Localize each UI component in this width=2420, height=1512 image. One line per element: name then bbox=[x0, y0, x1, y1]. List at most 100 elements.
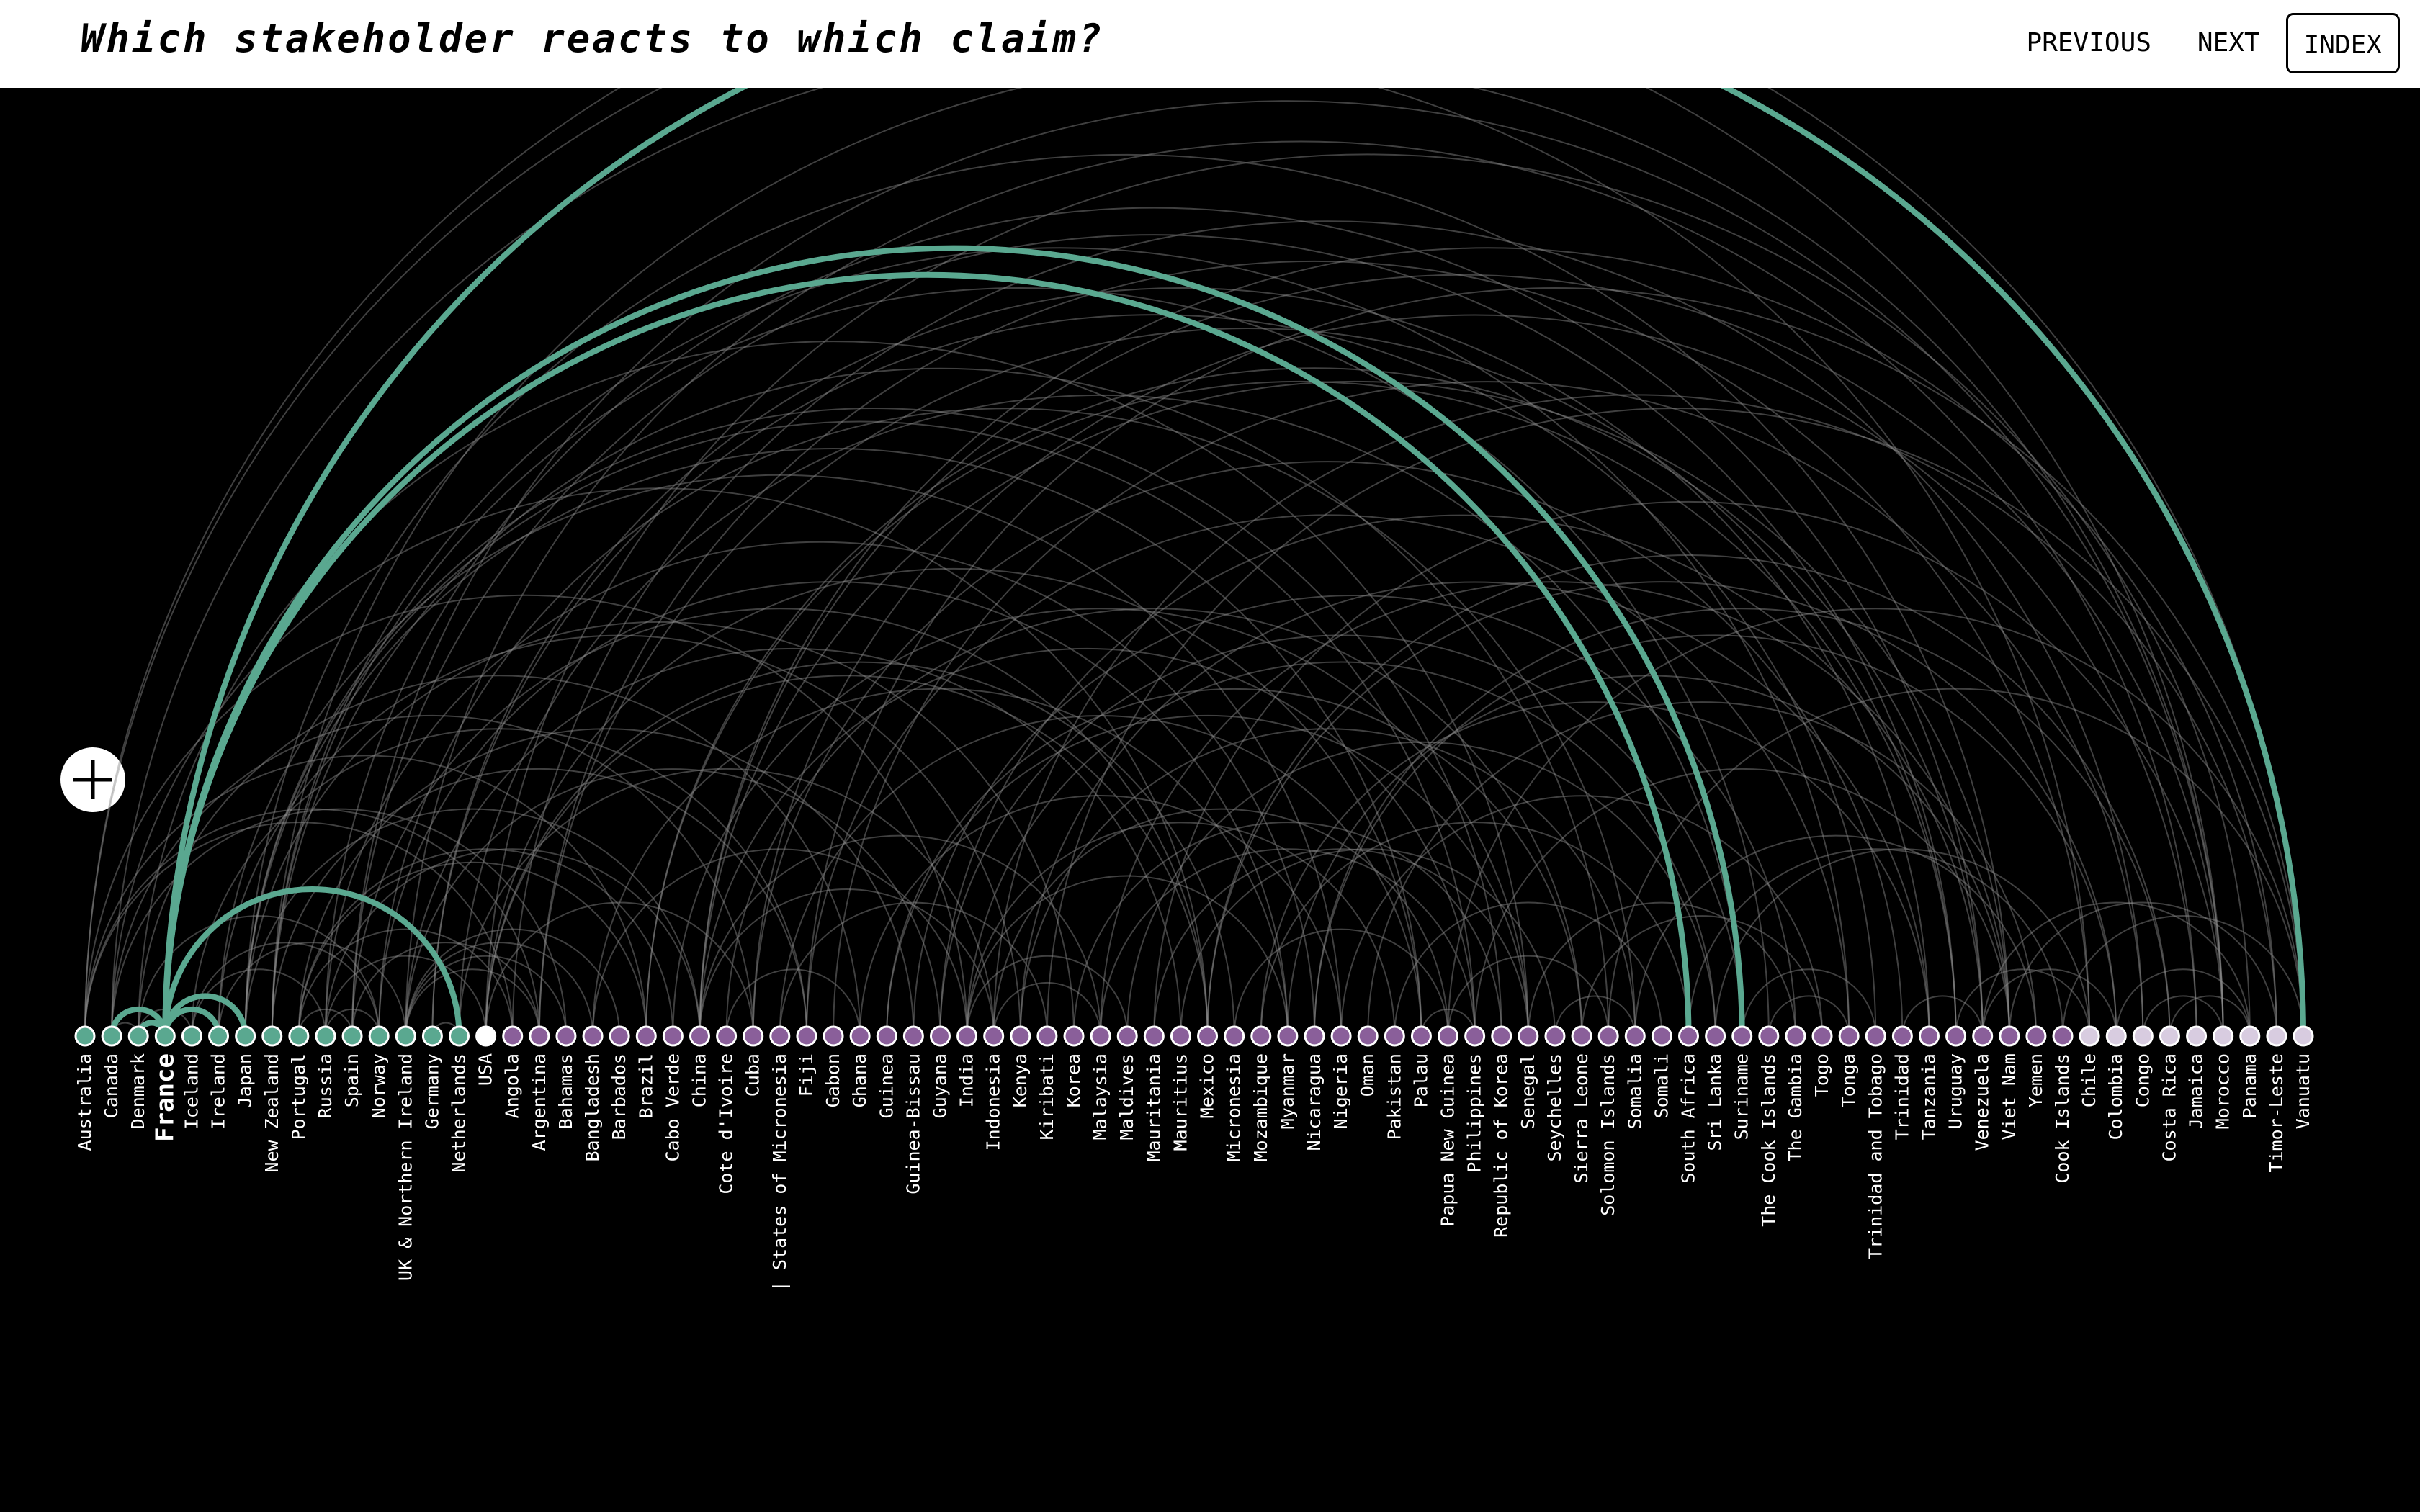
node-cuba[interactable] bbox=[743, 1025, 764, 1047]
node-label-mauritania[interactable]: Mauritania bbox=[1143, 1053, 1164, 1162]
node-bangladesh[interactable] bbox=[582, 1025, 604, 1047]
node-states-of-micronesia[interactable] bbox=[769, 1025, 791, 1047]
node-label-gabon[interactable]: Gabon bbox=[823, 1053, 843, 1107]
node-label-colombia[interactable]: Colombia bbox=[2105, 1053, 2126, 1140]
node-label-mozambique[interactable]: Mozambique bbox=[1250, 1053, 1271, 1162]
node-label-canada[interactable]: Canada bbox=[101, 1053, 122, 1118]
node-label-congo[interactable]: Congo bbox=[2132, 1053, 2153, 1107]
node-fiji[interactable] bbox=[796, 1025, 817, 1047]
node-label-spain[interactable]: Spain bbox=[341, 1053, 362, 1107]
node-label-republic-of-korea[interactable]: Republic of Korea bbox=[1491, 1053, 1512, 1238]
node-guyana[interactable] bbox=[929, 1025, 951, 1047]
node-the-gambia[interactable] bbox=[1785, 1025, 1806, 1047]
node-label-kiribati[interactable]: Kiribati bbox=[1036, 1053, 1057, 1140]
node-label-barbados[interactable]: Barbados bbox=[609, 1053, 629, 1140]
node-label-nigeria[interactable]: Nigeria bbox=[1330, 1053, 1351, 1129]
node-brazil[interactable] bbox=[635, 1025, 657, 1047]
node-label-south-africa[interactable]: South Africa bbox=[1678, 1053, 1699, 1184]
node-label-guinea-bissau[interactable]: Guinea-Bissau bbox=[902, 1053, 923, 1194]
node-label-india[interactable]: India bbox=[956, 1053, 977, 1107]
node-mauritius[interactable] bbox=[1170, 1025, 1191, 1047]
node-label-mexico[interactable]: Mexico bbox=[1197, 1053, 1218, 1118]
node-trinidad-and-tobago[interactable] bbox=[1865, 1025, 1886, 1047]
node-seychelles[interactable] bbox=[1544, 1025, 1566, 1047]
node-label-norway[interactable]: Norway bbox=[368, 1053, 389, 1118]
node-label-portugal[interactable]: Portugal bbox=[288, 1053, 309, 1140]
node-label-costa-rica[interactable]: Costa Rica bbox=[2159, 1053, 2179, 1162]
node-nicaragua[interactable] bbox=[1304, 1025, 1325, 1047]
node-usa[interactable] bbox=[475, 1025, 497, 1047]
node-label-oman[interactable]: Oman bbox=[1357, 1053, 1378, 1097]
node-myanmar[interactable] bbox=[1277, 1025, 1299, 1047]
node-venezuela[interactable] bbox=[1972, 1025, 1994, 1047]
node-congo[interactable] bbox=[2132, 1025, 2154, 1047]
node-ghana[interactable] bbox=[849, 1025, 871, 1047]
node-malaysia[interactable] bbox=[1090, 1025, 1111, 1047]
node-label-ireland[interactable]: Ireland bbox=[208, 1053, 229, 1129]
node-barbados[interactable] bbox=[609, 1025, 630, 1047]
node-label-germany[interactable]: Germany bbox=[421, 1053, 442, 1129]
node-label-vanuatu[interactable]: Vanuatu bbox=[2293, 1053, 2313, 1129]
node-palau[interactable] bbox=[1410, 1025, 1432, 1047]
node-label-seychelles[interactable]: Seychelles bbox=[1544, 1053, 1565, 1162]
node-uk-northern-ireland[interactable] bbox=[395, 1025, 416, 1047]
node-label-netherlands[interactable]: Netherlands bbox=[449, 1053, 470, 1173]
node-label-panama[interactable]: Panama bbox=[2239, 1053, 2260, 1118]
node-ireland[interactable] bbox=[208, 1025, 230, 1047]
node-france[interactable] bbox=[154, 1025, 176, 1047]
node-label-yemen[interactable]: Yemen bbox=[2025, 1053, 2046, 1107]
node-mexico[interactable] bbox=[1197, 1025, 1219, 1047]
node-label-nicaragua[interactable]: Nicaragua bbox=[1304, 1053, 1325, 1151]
previous-button[interactable]: PREVIOUS bbox=[2004, 13, 2174, 73]
node-label-japan[interactable]: Japan bbox=[235, 1053, 256, 1107]
node-china[interactable] bbox=[689, 1025, 710, 1047]
node-label-uruguay[interactable]: Uruguay bbox=[1945, 1053, 1966, 1129]
node-label-denmark[interactable]: Denmark bbox=[127, 1053, 148, 1129]
node-argentina[interactable] bbox=[529, 1025, 550, 1047]
node-micronesia[interactable] bbox=[1224, 1025, 1245, 1047]
node-germany[interactable] bbox=[421, 1025, 443, 1047]
node-label-angola[interactable]: Angola bbox=[502, 1053, 523, 1118]
node-indonesia[interactable] bbox=[983, 1025, 1005, 1047]
node-guinea[interactable] bbox=[876, 1025, 897, 1047]
node-uruguay[interactable] bbox=[1945, 1025, 1967, 1047]
node-label-the-gambia[interactable]: The Gambia bbox=[1785, 1053, 1806, 1162]
node-label-tanzania[interactable]: Tanzania bbox=[1918, 1053, 1939, 1140]
node-papua-new-guinea[interactable] bbox=[1438, 1025, 1459, 1047]
node-label-solomon-islands[interactable]: Solomon Islands bbox=[1597, 1053, 1618, 1216]
node-philippines[interactable] bbox=[1464, 1025, 1486, 1047]
node-label-the-cook-islands[interactable]: The Cook Islands bbox=[1758, 1053, 1779, 1227]
node-label-cook-islands[interactable]: Cook Islands bbox=[2052, 1053, 2073, 1184]
node-label-palau[interactable]: Palau bbox=[1410, 1053, 1431, 1107]
node-south-africa[interactable] bbox=[1678, 1025, 1700, 1047]
node-label-ghana[interactable]: Ghana bbox=[849, 1053, 870, 1107]
node-portugal[interactable] bbox=[288, 1025, 310, 1047]
node-costa-rica[interactable] bbox=[2159, 1025, 2180, 1047]
node-colombia[interactable] bbox=[2105, 1025, 2127, 1047]
node-label-philippines[interactable]: Philippines bbox=[1464, 1053, 1485, 1173]
node-label-bahamas[interactable]: Bahamas bbox=[555, 1053, 576, 1129]
node-label-myanmar[interactable]: Myanmar bbox=[1277, 1053, 1298, 1129]
node-new-zealand[interactable] bbox=[261, 1025, 283, 1047]
node-label-tonga[interactable]: Tonga bbox=[1838, 1053, 1859, 1107]
node-gabon[interactable] bbox=[823, 1025, 844, 1047]
node-somalia[interactable] bbox=[1624, 1025, 1646, 1047]
node-label-kenya[interactable]: Kenya bbox=[1010, 1053, 1031, 1107]
node-label-somali[interactable]: Somali bbox=[1651, 1053, 1672, 1118]
node-kiribati[interactable] bbox=[1036, 1025, 1058, 1047]
node-denmark[interactable] bbox=[127, 1025, 149, 1047]
node-somali[interactable] bbox=[1651, 1025, 1672, 1047]
node-label-malaysia[interactable]: Malaysia bbox=[1090, 1053, 1111, 1140]
node-mauritania[interactable] bbox=[1143, 1025, 1165, 1047]
node-label-trinidad-and-tobago[interactable]: Trinidad and Tobago bbox=[1865, 1053, 1886, 1259]
node-australia[interactable] bbox=[74, 1025, 96, 1047]
node-label-australia[interactable]: Australia bbox=[74, 1053, 95, 1151]
node-cook-islands[interactable] bbox=[2052, 1025, 2074, 1047]
node-label-fiji[interactable]: Fiji bbox=[796, 1053, 817, 1097]
node-label-indonesia[interactable]: Indonesia bbox=[983, 1053, 1004, 1151]
node-norway[interactable] bbox=[368, 1025, 390, 1047]
node-yemen[interactable] bbox=[2025, 1025, 2047, 1047]
node-tanzania[interactable] bbox=[1918, 1025, 1940, 1047]
node-bahamas[interactable] bbox=[555, 1025, 577, 1047]
next-button[interactable]: NEXT bbox=[2174, 13, 2283, 73]
